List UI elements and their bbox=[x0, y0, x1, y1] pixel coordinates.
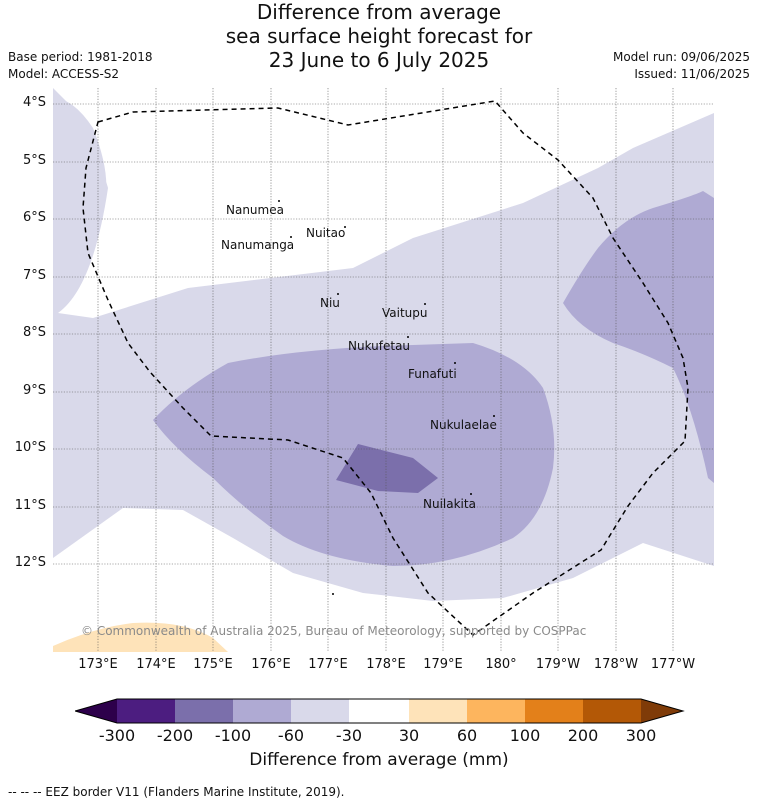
colorbar-tick: -30 bbox=[335, 726, 363, 745]
colorbar-under-arrow bbox=[75, 699, 117, 723]
colorbar-tick: 200 bbox=[567, 726, 599, 745]
colorbar-tick: 60 bbox=[456, 726, 478, 745]
colorbar-band bbox=[467, 699, 525, 723]
colorbar-band bbox=[117, 699, 175, 723]
lon-label: 179°E bbox=[423, 657, 463, 672]
base-period: Base period: 1981-2018 bbox=[8, 50, 153, 64]
lon-label: 174°E bbox=[136, 657, 176, 672]
band-positive-patch bbox=[53, 622, 228, 652]
band-light-left-edge bbox=[53, 98, 107, 303]
colorbar-over-arrow bbox=[641, 699, 683, 723]
band-neutral-region bbox=[53, 88, 714, 318]
band-medium-east bbox=[563, 191, 714, 483]
colorbar-tick: -300 bbox=[98, 726, 136, 745]
place-nukufetau: Nukufetau bbox=[348, 339, 411, 353]
lon-label: 177°W bbox=[650, 657, 696, 672]
lon-label: 178°E bbox=[366, 657, 406, 672]
lat-label: 10°S bbox=[14, 440, 46, 455]
meta-left: Base period: 1981-2018 Model: ACCESS-S2 bbox=[8, 49, 153, 83]
lon-gridlines bbox=[97, 88, 674, 652]
place-nanumanga: Nanumanga bbox=[221, 238, 295, 252]
lat-label: 12°S bbox=[14, 555, 46, 570]
map-panel bbox=[53, 88, 714, 652]
lat-label: 7°S bbox=[22, 268, 46, 283]
colorbar-band bbox=[409, 699, 467, 723]
colorbar-outline bbox=[75, 698, 685, 724]
island-marks bbox=[278, 200, 495, 595]
copyright-notice: © Commonwealth of Australia 2025, Bureau… bbox=[81, 624, 587, 638]
colorbar-tick: 300 bbox=[625, 726, 657, 745]
place-niu: Niu bbox=[320, 296, 340, 310]
band-neutral-bottom bbox=[53, 508, 714, 652]
lat-label: 5°S bbox=[22, 153, 46, 168]
map-title: Difference from average sea surface heig… bbox=[0, 0, 758, 72]
colorbar-band bbox=[525, 699, 583, 723]
lon-label: 177°E bbox=[308, 657, 348, 672]
model-name: Model: ACCESS-S2 bbox=[8, 67, 120, 81]
place-nuitao: Nuitao bbox=[306, 226, 346, 240]
title-line-1: Difference from average bbox=[256, 0, 502, 24]
place-nanumea: Nanumea bbox=[226, 203, 284, 217]
band-dark-blob bbox=[336, 444, 438, 493]
place-funafuti: Funafuti bbox=[408, 367, 457, 381]
colorbar-tick: -100 bbox=[214, 726, 252, 745]
title-line-2: sea surface height forecast for bbox=[225, 24, 533, 48]
colorbar bbox=[75, 698, 685, 724]
lon-label: 175°E bbox=[193, 657, 233, 672]
colorbar-tick: 100 bbox=[509, 726, 541, 745]
eez-legend-note: -- -- -- EEZ border V11 (Flanders Marine… bbox=[8, 785, 345, 799]
lon-label: 178°W bbox=[593, 657, 639, 672]
lat-label: 9°S bbox=[22, 383, 46, 398]
lon-label: 173°E bbox=[78, 657, 118, 672]
issued-date: Issued: 11/06/2025 bbox=[634, 67, 750, 81]
place-nuilakita: Nuilakita bbox=[423, 497, 476, 511]
lon-label: 176°E bbox=[251, 657, 291, 672]
colorbar-tick: 30 bbox=[398, 726, 420, 745]
place-nukulaelae: Nukulaelae bbox=[430, 418, 497, 432]
lat-label: 8°S bbox=[22, 325, 46, 340]
colorbar-title: Difference from average (mm) bbox=[249, 750, 509, 770]
lon-label: 180° bbox=[485, 657, 517, 672]
colorbar-band bbox=[291, 699, 349, 723]
model-run: Model run: 09/06/2025 bbox=[612, 50, 750, 64]
lon-label: 179°W bbox=[535, 657, 581, 672]
eez-border bbox=[82, 100, 689, 636]
colorbar-tick: -60 bbox=[277, 726, 305, 745]
colorbar-tick: -200 bbox=[156, 726, 194, 745]
colorbar-band bbox=[349, 699, 409, 723]
colorbar-band bbox=[233, 699, 291, 723]
lat-label: 4°S bbox=[22, 95, 46, 110]
title-line-3: 23 June to 6 July 2025 bbox=[268, 48, 490, 72]
lat-gridlines bbox=[53, 103, 714, 565]
lat-label: 6°S bbox=[22, 210, 46, 225]
place-vaitupu: Vaitupu bbox=[382, 306, 428, 320]
meta-right: Model run: 09/06/2025 Issued: 11/06/2025 bbox=[613, 49, 750, 83]
lat-label: 11°S bbox=[14, 498, 46, 513]
colorbar-band bbox=[175, 699, 233, 723]
colorbar-band bbox=[583, 699, 641, 723]
